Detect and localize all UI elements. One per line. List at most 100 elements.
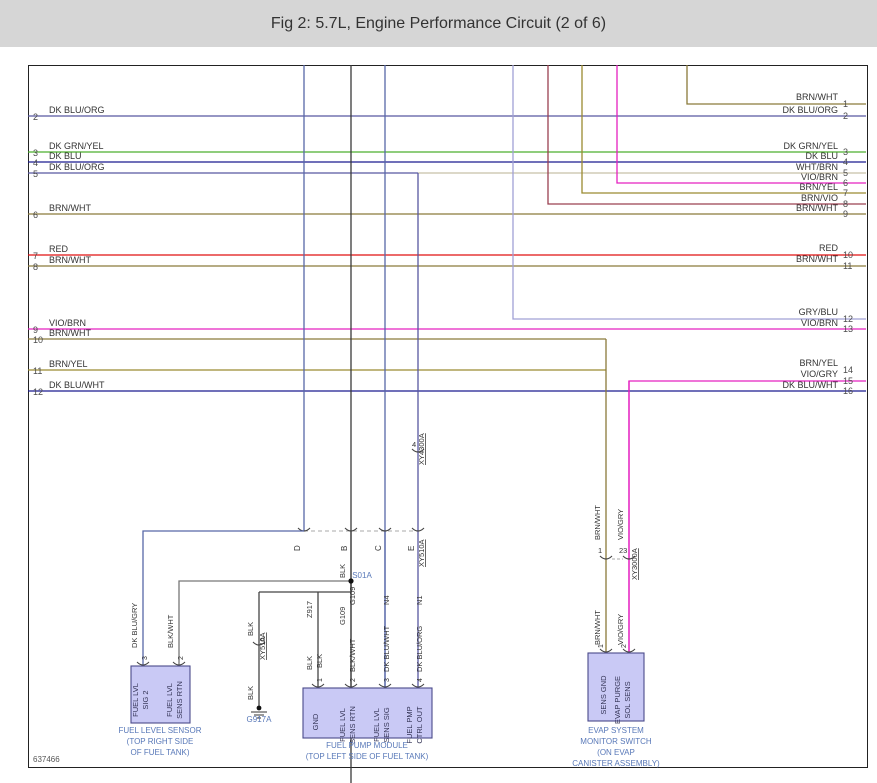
svg-text:G109: G109: [338, 607, 347, 625]
svg-text:SENS SIG: SENS SIG: [382, 707, 391, 743]
svg-text:BRN/WHT: BRN/WHT: [796, 92, 838, 102]
svg-text:BRN/YEL: BRN/YEL: [799, 182, 838, 192]
svg-text:DK BLU/ORG: DK BLU/ORG: [415, 626, 424, 672]
svg-text:BRN/WHT: BRN/WHT: [593, 610, 602, 645]
svg-text:2: 2: [178, 656, 185, 660]
svg-text:XY3000A: XY3000A: [630, 548, 639, 580]
svg-text:VIO/BRN: VIO/BRN: [801, 172, 838, 182]
svg-text:1: 1: [843, 99, 848, 109]
svg-text:BLK: BLK: [315, 654, 324, 668]
svg-text:12: 12: [843, 314, 853, 324]
svg-text:FUEL LVL: FUEL LVL: [372, 708, 381, 742]
svg-text:13: 13: [843, 324, 853, 334]
svg-text:DK GRN/YEL: DK GRN/YEL: [783, 141, 838, 151]
svg-text:BLK: BLK: [246, 686, 255, 700]
svg-text:BRN/WHT: BRN/WHT: [796, 254, 838, 264]
svg-text:BRN/YEL: BRN/YEL: [799, 358, 838, 368]
svg-text:DK BLU/ORG: DK BLU/ORG: [782, 105, 838, 115]
svg-text:VIO/GRY: VIO/GRY: [616, 509, 625, 540]
svg-text:FUEL LVL: FUEL LVL: [338, 708, 347, 742]
svg-text:DK GRN/YEL: DK GRN/YEL: [49, 141, 104, 151]
svg-text:XY4300A: XY4300A: [417, 433, 426, 465]
svg-text:XY510A: XY510A: [417, 539, 426, 567]
svg-text:GND: GND: [311, 713, 320, 730]
svg-text:WHT/BRN: WHT/BRN: [796, 162, 838, 172]
svg-text:N1: N1: [415, 595, 424, 605]
svg-text:3: 3: [142, 656, 149, 660]
svg-text:14: 14: [843, 365, 853, 375]
svg-text:FUEL LVL: FUEL LVL: [165, 683, 174, 717]
svg-text:11: 11: [33, 366, 42, 376]
svg-text:5: 5: [843, 168, 848, 178]
svg-text:BLK: BLK: [338, 564, 347, 578]
svg-text:2: 2: [843, 111, 848, 121]
svg-text:DK BLU/WHT: DK BLU/WHT: [382, 625, 391, 672]
svg-text:9: 9: [843, 209, 848, 219]
svg-text:7: 7: [33, 251, 38, 261]
svg-text:FUEL PUMP MODULE: FUEL PUMP MODULE: [326, 741, 408, 750]
svg-text:BRN/WHT: BRN/WHT: [49, 255, 91, 265]
svg-text:DK BLU/ORG: DK BLU/ORG: [49, 105, 105, 115]
svg-text:N4: N4: [382, 595, 391, 605]
svg-text:5: 5: [33, 169, 38, 179]
svg-text:4: 4: [412, 440, 416, 449]
svg-text:10: 10: [33, 335, 43, 345]
svg-text:DK BLU/WHT: DK BLU/WHT: [782, 380, 838, 390]
svg-text:DK BLU/GRY: DK BLU/GRY: [130, 603, 139, 648]
svg-text:XY510A: XY510A: [258, 632, 267, 660]
svg-text:DK BLU/ORG: DK BLU/ORG: [49, 162, 105, 172]
svg-text:D: D: [293, 545, 302, 551]
svg-text:BRN/WHT: BRN/WHT: [796, 203, 838, 213]
svg-text:4: 4: [417, 678, 424, 682]
svg-text:VIO/BRN: VIO/BRN: [49, 318, 86, 328]
svg-text:FUEL LVL: FUEL LVL: [131, 683, 140, 717]
svg-text:4: 4: [33, 158, 38, 168]
svg-text:2: 2: [621, 644, 628, 648]
svg-text:1: 1: [598, 546, 602, 555]
svg-text:MONITOR SWITCH: MONITOR SWITCH: [580, 737, 652, 746]
svg-text:(TOP LEFT SIDE OF FUEL TANK): (TOP LEFT SIDE OF FUEL TANK): [306, 752, 429, 761]
svg-text:VIO/BRN: VIO/BRN: [801, 318, 838, 328]
svg-text:OF FUEL TANK): OF FUEL TANK): [131, 748, 190, 757]
svg-text:DK BLU: DK BLU: [805, 151, 838, 161]
svg-text:3: 3: [843, 147, 848, 157]
svg-text:4: 4: [843, 157, 848, 167]
svg-text:9: 9: [33, 325, 38, 335]
svg-text:12: 12: [33, 387, 43, 397]
svg-text:CANISTER ASSEMBLY): CANISTER ASSEMBLY): [572, 759, 660, 768]
svg-text:BLK: BLK: [305, 656, 314, 670]
svg-text:SOL SENS: SOL SENS: [623, 681, 632, 718]
svg-text:FUEL LEVEL SENSOR: FUEL LEVEL SENSOR: [119, 726, 202, 735]
svg-text:3: 3: [33, 148, 38, 158]
svg-text:6: 6: [843, 178, 848, 188]
svg-text:SIG 2: SIG 2: [141, 690, 150, 709]
svg-text:SENS GND: SENS GND: [599, 675, 608, 715]
svg-text:6: 6: [33, 210, 38, 220]
svg-text:RED: RED: [819, 243, 839, 253]
svg-text:BRN/WHT: BRN/WHT: [593, 505, 602, 540]
svg-text:BLK: BLK: [246, 622, 255, 636]
svg-text:23: 23: [619, 546, 627, 555]
svg-text:10: 10: [843, 250, 853, 260]
svg-text:1: 1: [598, 644, 605, 648]
svg-text:15: 15: [843, 376, 853, 386]
svg-text:8: 8: [843, 199, 848, 209]
svg-text:BLK/WHT: BLK/WHT: [166, 614, 175, 648]
svg-text:1: 1: [317, 678, 324, 682]
svg-text:BRN/WHT: BRN/WHT: [49, 328, 91, 338]
svg-text:2: 2: [33, 112, 38, 122]
svg-text:EVAP PURGE: EVAP PURGE: [613, 676, 622, 724]
svg-text:SENS RTN: SENS RTN: [175, 681, 184, 719]
svg-text:16: 16: [843, 386, 853, 396]
svg-text:G917A: G917A: [247, 715, 273, 724]
svg-text:FUEL PMP: FUEL PMP: [405, 706, 414, 743]
svg-text:CTRL OUT: CTRL OUT: [415, 706, 424, 744]
svg-text:RED: RED: [49, 244, 69, 254]
svg-text:G109: G109: [348, 587, 357, 605]
svg-text:637466: 637466: [33, 755, 60, 764]
svg-text:E: E: [407, 546, 416, 551]
svg-text:11: 11: [843, 261, 852, 271]
svg-text:BRN/YEL: BRN/YEL: [49, 359, 88, 369]
svg-text:3: 3: [384, 678, 391, 682]
svg-text:7: 7: [843, 188, 848, 198]
